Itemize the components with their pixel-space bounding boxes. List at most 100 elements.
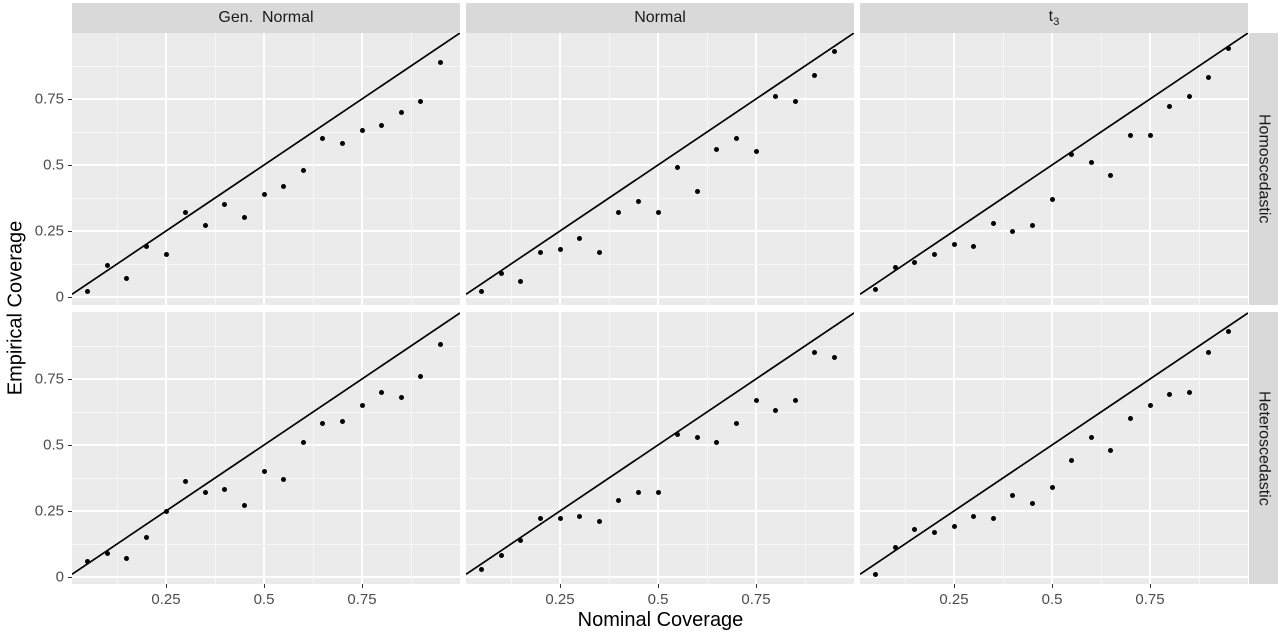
gridline-major-v <box>755 312 757 584</box>
data-point <box>124 556 130 562</box>
data-point <box>479 566 485 572</box>
gridline-minor-h <box>72 197 460 199</box>
y-tick-mark <box>68 510 72 512</box>
gridline-minor-h <box>466 477 854 479</box>
gridline-minor-v <box>608 312 610 584</box>
y-tick-mark <box>68 164 72 166</box>
data-point <box>85 289 91 295</box>
gridline-minor-v <box>706 33 708 305</box>
gridline-minor-h <box>860 65 1248 67</box>
gridline-minor-h <box>72 411 460 413</box>
x-tick-label: 0.75 <box>1135 591 1165 608</box>
data-point <box>812 72 818 78</box>
panel-t3-homoscedastic <box>860 33 1248 305</box>
gridline-major-v <box>953 312 955 584</box>
data-point <box>320 136 326 142</box>
data-point <box>990 220 996 226</box>
gridline-minor-h <box>466 197 854 199</box>
x-tick-label: 0.5 <box>253 591 275 608</box>
data-point <box>1088 434 1094 440</box>
gridline-minor-v <box>116 312 118 584</box>
gridline-minor-h <box>72 345 460 347</box>
gridline-minor-h <box>72 131 460 133</box>
data-point <box>537 249 543 255</box>
gridline-minor-h <box>466 131 854 133</box>
gridline-major-v <box>657 312 659 584</box>
data-point <box>222 487 228 493</box>
gridline-minor-v <box>214 33 216 305</box>
data-point <box>873 286 879 292</box>
data-point <box>812 350 818 356</box>
data-point <box>753 397 759 403</box>
gridline-major-h <box>860 576 1248 578</box>
y-axis-title: Empirical Coverage <box>4 220 27 396</box>
x-tick-label: 0.75 <box>741 591 771 608</box>
data-point <box>1108 447 1114 453</box>
identity-line <box>72 33 460 296</box>
gridline-major-h <box>72 576 460 578</box>
data-point <box>892 545 898 551</box>
gridline-major-v <box>1149 312 1151 584</box>
gridline-major-v <box>1051 312 1053 584</box>
gridline-minor-v <box>116 33 118 305</box>
data-point <box>222 202 228 208</box>
x-tick-mark <box>953 584 955 588</box>
gridline-major-v <box>1149 33 1151 305</box>
data-point <box>437 59 443 65</box>
data-point <box>359 128 365 134</box>
data-point <box>418 373 424 379</box>
data-point <box>518 278 524 284</box>
gridline-major-h <box>860 296 1248 298</box>
data-point <box>163 252 169 258</box>
facet-strip-row-label: Heteroscedastic <box>1255 390 1273 506</box>
gridline-major-h <box>466 510 854 512</box>
gridline-major-h <box>466 164 854 166</box>
data-point <box>1010 492 1016 498</box>
data-point <box>379 389 385 395</box>
gridline-major-v <box>263 312 265 584</box>
data-point <box>577 236 583 242</box>
gridline-major-h <box>860 444 1248 446</box>
identity-line <box>466 312 854 576</box>
data-point <box>714 439 720 445</box>
gridline-minor-v <box>1198 33 1200 305</box>
data-point <box>912 526 918 532</box>
data-point <box>379 122 385 128</box>
panel-t3-heteroscedastic <box>860 312 1248 584</box>
identity-line <box>72 312 460 576</box>
data-point <box>339 141 345 147</box>
data-point <box>655 490 661 496</box>
data-point <box>479 289 485 295</box>
facet-strip-col-1: Normal <box>466 3 854 33</box>
gridline-major-h <box>72 444 460 446</box>
data-point <box>912 260 918 266</box>
gridline-major-h <box>466 230 854 232</box>
y-tick-mark <box>68 230 72 232</box>
x-tick-label: 0.5 <box>1041 591 1063 608</box>
data-point <box>300 167 306 173</box>
x-tick-label: 0.25 <box>151 591 181 608</box>
data-point <box>1225 46 1231 52</box>
identity-line <box>860 312 1248 576</box>
identity-line <box>466 33 854 296</box>
data-point <box>163 508 169 514</box>
data-point <box>733 136 739 142</box>
data-point <box>241 215 247 221</box>
gridline-minor-h <box>72 543 460 545</box>
gridline-major-v <box>559 33 561 305</box>
gridline-major-h <box>466 378 854 380</box>
data-point <box>951 524 957 530</box>
x-tick-mark <box>165 584 167 588</box>
x-tick-label: 0.25 <box>939 591 969 608</box>
gridline-major-h <box>860 230 1248 232</box>
data-point <box>892 265 898 271</box>
gridline-minor-v <box>706 312 708 584</box>
gridline-major-h <box>72 378 460 380</box>
data-point <box>655 210 661 216</box>
gridline-major-h <box>860 98 1248 100</box>
gridline-minor-v <box>804 312 806 584</box>
panel-gen-normal-homoscedastic <box>72 33 460 305</box>
gridline-minor-v <box>1100 33 1102 305</box>
gridline-major-h <box>466 444 854 446</box>
